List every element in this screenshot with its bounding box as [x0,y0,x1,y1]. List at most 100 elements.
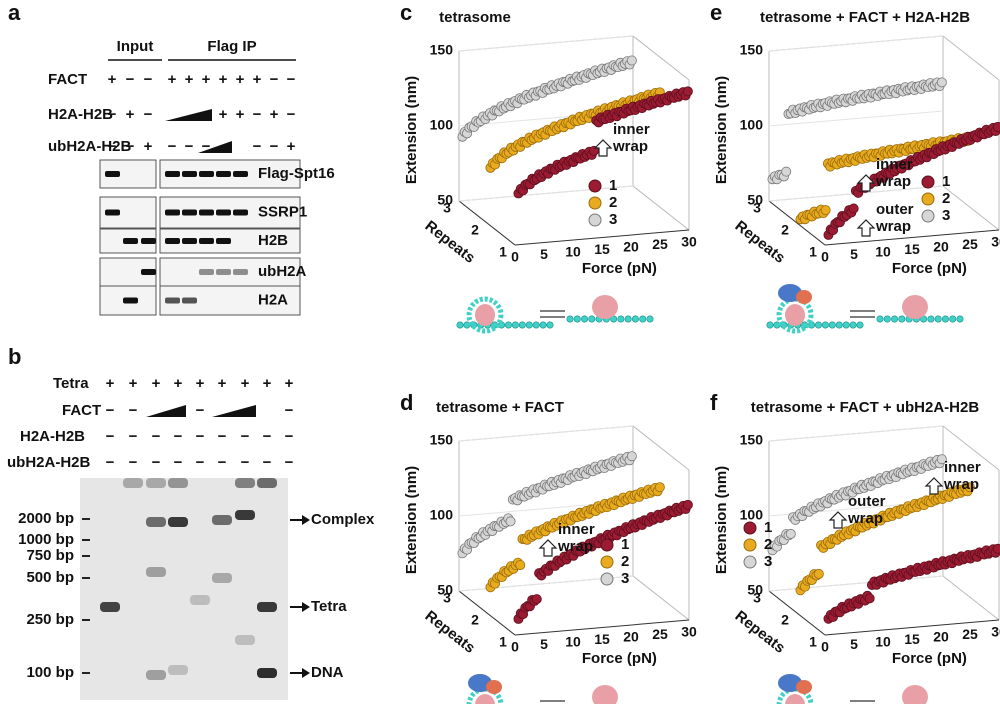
dna-bead [949,315,957,323]
legend-marker [921,192,935,206]
gel-band [123,478,143,488]
legend-marker [600,555,614,569]
nucleosome-wrap [776,296,814,334]
sign: − [270,138,279,155]
legend-label: 3 [942,207,950,224]
trace-dot [682,86,693,97]
sign: − [196,428,205,445]
sign: − [106,454,115,471]
x-tick-label: 10 [565,634,581,650]
x-tick-label: 30 [681,234,697,250]
annotation: wrap [875,173,911,190]
row-label: H2A-H2B [48,106,113,123]
band [165,209,180,216]
trace-dot [992,543,1000,554]
trace-dot [992,121,1000,132]
y-tick-label: 150 [430,42,454,58]
trace-dot [964,482,975,493]
sign: − [270,71,279,88]
trace-dot [781,166,792,177]
fact [796,680,812,694]
gel-band [257,602,277,612]
sign: − [263,428,272,445]
grid-line [768,35,944,52]
wedge [198,141,232,153]
sign: + [152,375,161,392]
panel-letter: b [8,344,21,369]
axis [824,619,1000,636]
y-tick-label: 50 [437,192,453,208]
trace-dot [864,593,875,604]
x-tick-label: 25 [652,236,668,252]
gel-band [212,573,232,583]
annotation-arrow [538,539,558,557]
legend-marker [921,209,935,223]
dna-bead [821,321,829,329]
depth-tick-label: 2 [471,222,479,238]
annotation: inner [944,459,981,476]
trace-dot [936,77,947,88]
arrow-label: Tetra [311,598,347,615]
sign: + [241,375,250,392]
axis [514,619,690,636]
annotation: inner [558,521,595,538]
sign: − [202,138,211,155]
depth-tick-label: 2 [781,222,789,238]
legend-label: 2 [621,553,629,570]
sign: − [218,428,227,445]
panel-title: tetrasome + FACT [436,399,564,416]
band [199,171,214,177]
histone [785,694,805,704]
x-tick-label: 25 [962,236,978,252]
x-axis-label: Force (pN) [582,650,657,667]
depth-tick-label: 1 [809,244,817,260]
band-label: H2B [258,232,288,249]
row-label: Tetra [53,375,89,392]
legend-marker [600,572,614,586]
column-header: Input [117,38,154,55]
trace-dot [531,594,542,605]
band [123,238,138,244]
wedge [165,109,212,121]
x-tick-label: 0 [821,249,829,265]
gel-band [235,478,255,488]
marker-label: 500 bp [26,569,74,586]
x-tick-label: 25 [652,626,668,642]
legend-label: 2 [764,536,772,553]
axis-box [632,575,690,621]
y-tick-label: 50 [747,582,763,598]
annotation: outer [876,201,914,218]
marker-label: 100 bp [26,664,74,681]
trace-dot [936,454,947,465]
trace-dot [785,528,796,539]
axis-box [632,185,690,231]
histone [475,694,495,704]
legend-marker [743,538,757,552]
band [182,238,197,244]
legend-label: 2 [609,194,617,211]
sign: + [270,106,279,123]
band [141,269,156,275]
dna-bead [956,315,964,323]
arrow-label: DNA [311,664,344,681]
sign: + [263,375,272,392]
dna-bead [631,315,639,323]
x-tick-label: 30 [681,624,697,640]
row-label: ubH2A-H2B [48,138,132,155]
fact [778,284,802,302]
annotation: wrap [847,510,883,527]
axis-box [632,425,690,471]
depth-tick-label: 1 [499,244,507,260]
x-tick-label: 20 [933,239,949,255]
x-tick-label: 15 [594,631,610,647]
y-axis-label: Extension (nm) [403,466,420,574]
y-tick-label: 50 [747,192,763,208]
legend-marker [743,521,757,535]
legend-marker [600,538,614,552]
sign: − [196,454,205,471]
gel-band [168,517,188,527]
sign: − [106,428,115,445]
dna-bead [539,321,547,329]
x-tick-label: 20 [623,239,639,255]
row-label: FACT [48,71,87,88]
